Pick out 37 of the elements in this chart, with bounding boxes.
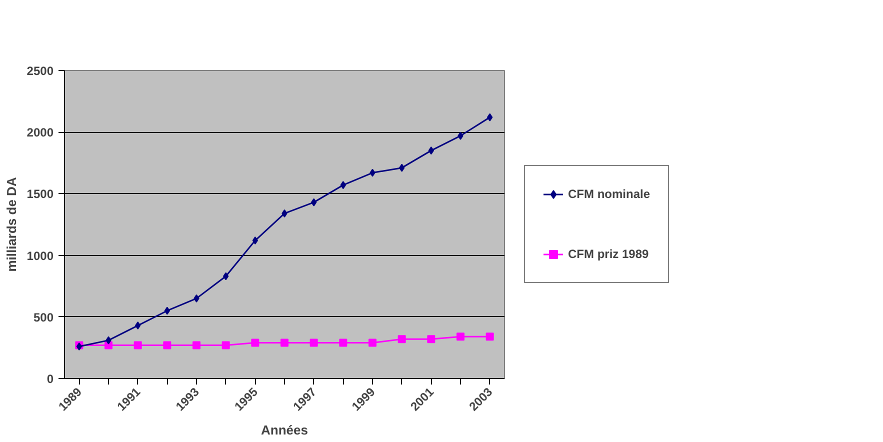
point bbox=[487, 113, 493, 122]
point bbox=[456, 332, 464, 341]
point bbox=[427, 335, 436, 344]
point bbox=[223, 272, 229, 280]
point bbox=[134, 341, 142, 350]
point bbox=[486, 332, 494, 341]
point bbox=[310, 338, 318, 347]
point bbox=[164, 306, 170, 315]
point bbox=[340, 181, 346, 190]
y-tick-label: 0 bbox=[46, 372, 54, 386]
point bbox=[192, 341, 200, 350]
point bbox=[106, 336, 112, 344]
point bbox=[370, 168, 376, 177]
point bbox=[398, 335, 406, 344]
point bbox=[251, 338, 260, 347]
point bbox=[458, 132, 464, 140]
y-tick-label: 500 bbox=[33, 310, 54, 324]
y-tick-label: 2000 bbox=[26, 126, 54, 140]
point bbox=[368, 338, 376, 347]
point bbox=[311, 198, 317, 206]
point bbox=[163, 341, 172, 350]
point bbox=[428, 146, 434, 155]
point bbox=[194, 294, 200, 302]
point bbox=[252, 236, 258, 245]
y-tick-label: 1500 bbox=[26, 187, 54, 202]
y-tick-label: 1000 bbox=[26, 248, 54, 263]
x-axis-title: Années bbox=[261, 422, 308, 438]
point bbox=[135, 322, 141, 330]
point bbox=[282, 209, 288, 218]
point bbox=[399, 164, 405, 172]
legend-label: CFM nominale bbox=[568, 187, 650, 201]
point bbox=[339, 338, 348, 347]
legend-label: CFM priz 1989 bbox=[568, 247, 649, 261]
y-axis-title: milliards de DA bbox=[4, 176, 19, 272]
point bbox=[222, 341, 230, 350]
point bbox=[280, 338, 288, 347]
y-tick-label: 2500 bbox=[26, 64, 54, 78]
